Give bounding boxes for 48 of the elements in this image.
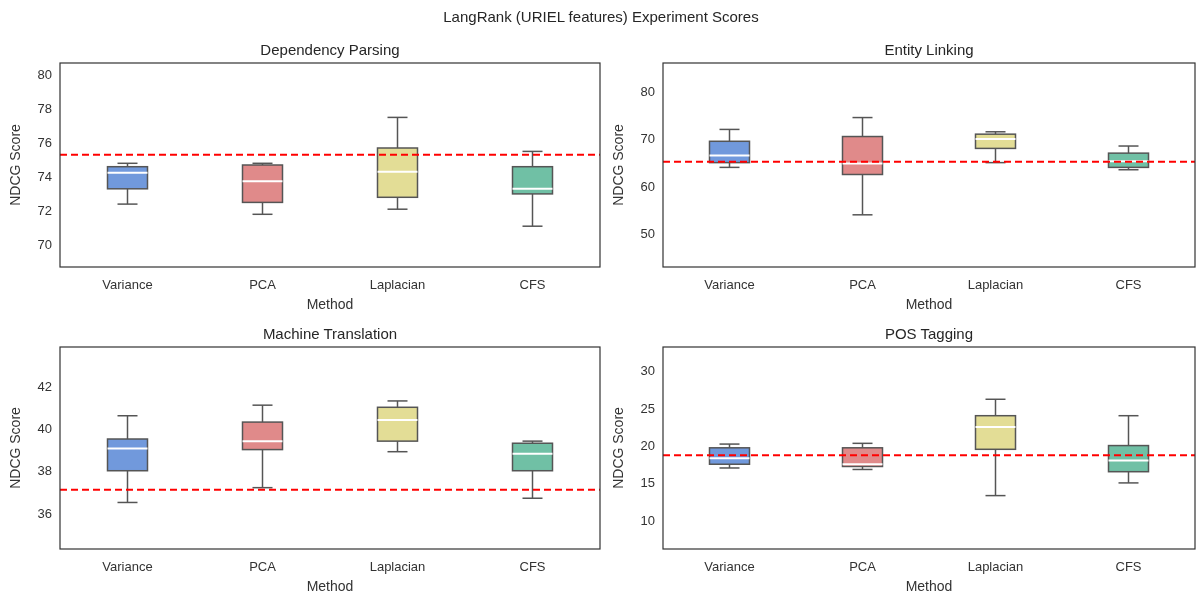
x-axis-title: Method xyxy=(905,296,953,312)
y-tick-label: 42 xyxy=(37,378,52,394)
y-tick-label: 10 xyxy=(640,512,655,528)
x-tick-label: Variance xyxy=(704,559,755,574)
x-tick-label: CFS xyxy=(519,559,546,574)
y-tick-label: 70 xyxy=(37,237,52,253)
y-tick-label: 74 xyxy=(37,169,52,185)
x-tick-label: PCA xyxy=(849,559,877,574)
y-tick-label: 30 xyxy=(640,363,655,379)
chart-title: Machine Translation xyxy=(262,325,398,342)
y-tick-label: 72 xyxy=(37,203,52,219)
y-axis-title: NDCG Score xyxy=(610,406,626,489)
y-tick-label: 15 xyxy=(640,475,655,491)
y-tick-label: 40 xyxy=(37,420,52,436)
chart-title: Dependency Parsing xyxy=(260,41,400,58)
x-tick-label: Variance xyxy=(102,559,153,574)
x-axis-title: Method xyxy=(905,578,953,593)
y-axis-title: NDCG Score xyxy=(610,123,626,206)
x-tick-label: Laplacian xyxy=(967,277,1024,292)
y-tick-label: 25 xyxy=(640,400,655,416)
x-tick-label: Laplacian xyxy=(369,559,426,574)
y-axis-title: NDCG Score xyxy=(7,123,23,206)
x-tick-label: CFS xyxy=(1115,559,1142,574)
x-tick-label: PCA xyxy=(249,277,277,292)
y-tick-label: 80 xyxy=(640,84,655,100)
y-tick-label: 80 xyxy=(37,67,52,83)
y-tick-label: 76 xyxy=(37,135,52,151)
chart-title: Entity Linking xyxy=(884,41,974,58)
x-tick-label: Laplacian xyxy=(967,559,1024,574)
x-tick-label: CFS xyxy=(519,277,546,292)
x-tick-label: Laplacian xyxy=(369,277,426,292)
y-tick-label: 38 xyxy=(37,463,52,479)
x-tick-label: PCA xyxy=(849,277,877,292)
x-tick-label: CFS xyxy=(1115,277,1142,292)
y-tick-label: 60 xyxy=(640,178,655,194)
x-axis-title: Method xyxy=(306,296,354,312)
y-tick-label: 20 xyxy=(640,438,655,454)
x-axis-title: Method xyxy=(306,578,354,593)
y-tick-label: 50 xyxy=(640,226,655,242)
x-tick-label: PCA xyxy=(249,559,277,574)
x-tick-label: Variance xyxy=(102,277,153,292)
y-axis-title: NDCG Score xyxy=(7,406,23,489)
x-tick-label: Variance xyxy=(704,277,755,292)
text: LangRank (URIEL features) Experiment Scores xyxy=(443,8,759,25)
y-tick-label: 36 xyxy=(37,505,52,521)
chart-title: POS Tagging xyxy=(884,325,974,342)
y-tick-label: 70 xyxy=(640,131,655,147)
y-tick-label: 78 xyxy=(37,101,52,117)
